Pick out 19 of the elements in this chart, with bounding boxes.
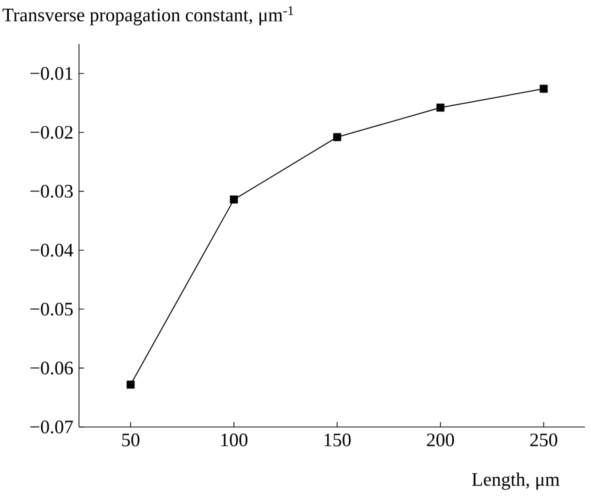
- point: [230, 196, 238, 204]
- y-tick-label: −0.02: [30, 126, 72, 139]
- y-axis-title: Transverse propagation constant, μm$^{-1}$: [2, 6, 294, 26]
- point: [436, 104, 444, 112]
- y-tick-label: −0.07: [30, 420, 73, 434]
- point: [333, 133, 342, 142]
- y-tick-label: −0.03: [30, 184, 73, 198]
- y-tick-label: −0.01: [30, 67, 72, 80]
- y-tick-label: −0.05: [30, 302, 73, 316]
- x-tick-label: 150: [324, 434, 351, 446]
- point: [126, 380, 135, 389]
- x-tick-label: 100: [221, 434, 248, 446]
- point: [540, 84, 548, 93]
- y-tick-label: −0.04: [30, 244, 74, 257]
- y-tick-label: −0.06: [30, 362, 73, 375]
- x-axis-title: Length, μm: [472, 472, 560, 490]
- x-tick-label: 200: [427, 434, 454, 446]
- x-tick-label: 250: [530, 434, 558, 446]
- x-tick-label: 50: [122, 434, 140, 446]
